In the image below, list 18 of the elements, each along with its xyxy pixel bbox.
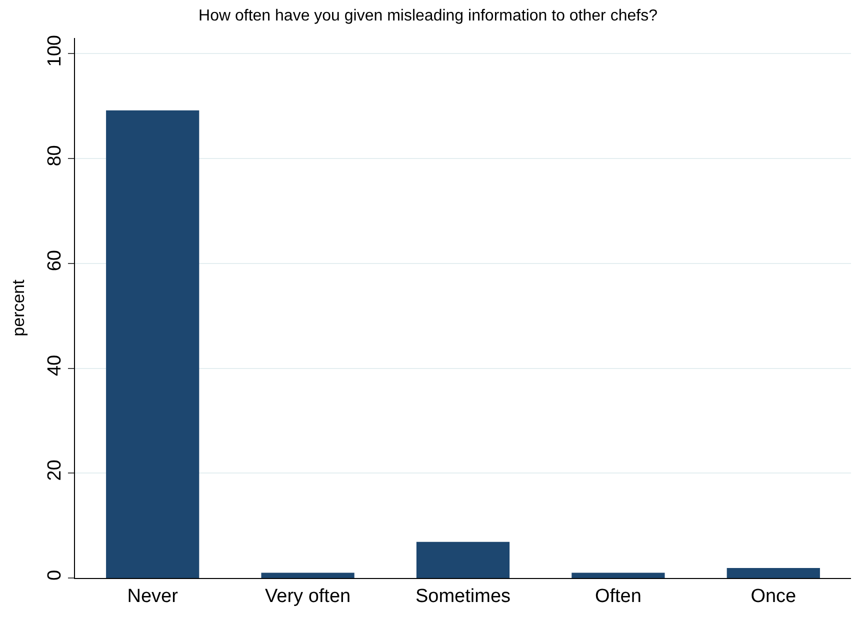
bar xyxy=(726,568,820,578)
y-tick-label: 20 xyxy=(44,460,66,481)
y-tick-label: 40 xyxy=(44,354,66,376)
x-tick-label: Once xyxy=(750,586,796,607)
bar xyxy=(261,572,354,578)
bar xyxy=(106,110,200,578)
x-tick-label: Very often xyxy=(265,586,351,607)
bar xyxy=(416,542,510,578)
y-tick-label: 60 xyxy=(44,250,66,272)
x-tick-label: Often xyxy=(594,586,642,607)
y-tick-label: 80 xyxy=(44,145,66,166)
y-tick-label: 100 xyxy=(44,35,66,67)
chart-title: How often have you given misleading information to other chefs? xyxy=(198,8,658,25)
x-tick-label: Sometimes xyxy=(415,586,511,607)
y-axis-title: percent xyxy=(8,279,28,336)
x-tick-label: Never xyxy=(127,586,179,607)
y-tick-label: 0 xyxy=(44,570,66,580)
bar xyxy=(572,572,665,578)
